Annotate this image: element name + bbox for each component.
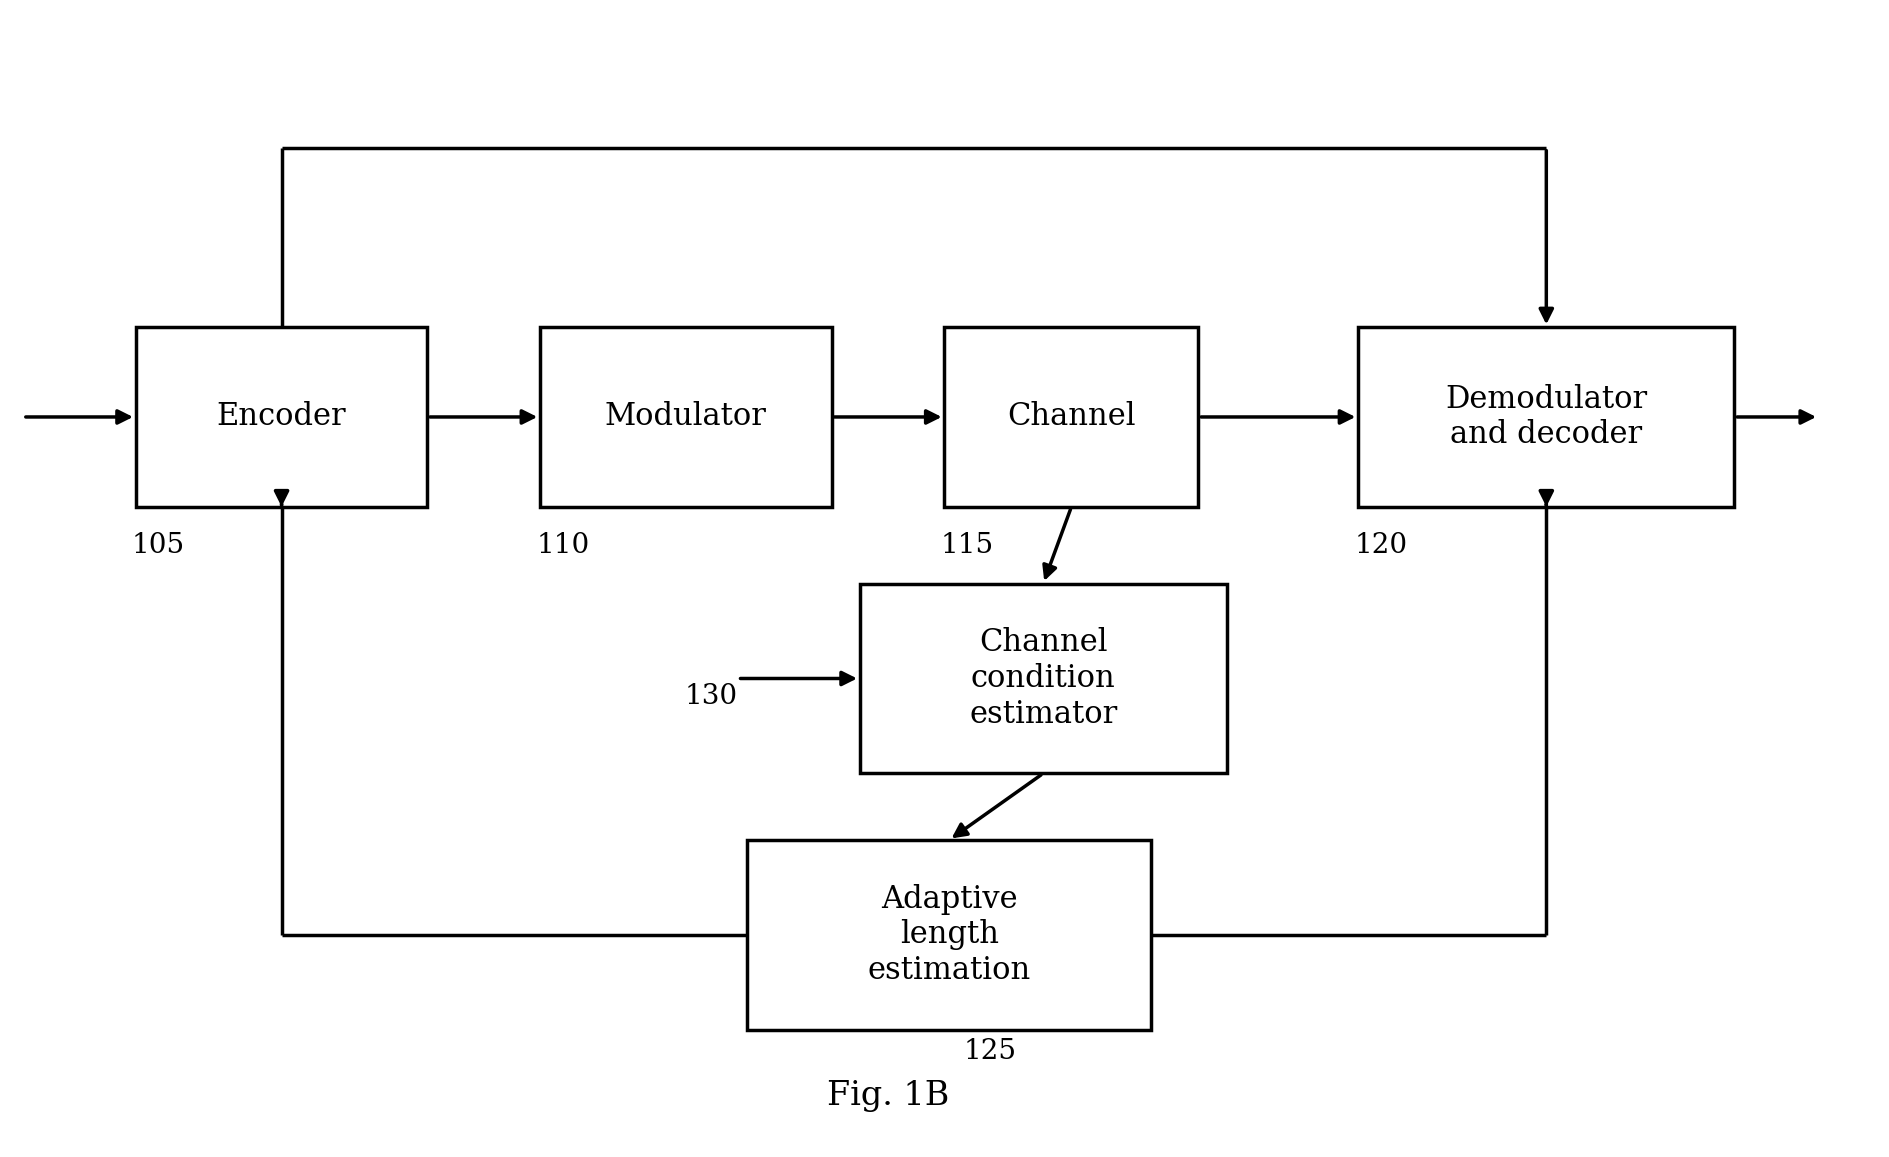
Text: 105: 105 [132, 532, 185, 559]
Bar [746, 840, 1152, 1030]
Text: Demodulator
and decoder: Demodulator and decoder [1445, 384, 1647, 450]
Text: 130: 130 [686, 683, 739, 710]
Bar [859, 583, 1226, 773]
Text: 120: 120 [1354, 532, 1407, 559]
Text: Encoder: Encoder [217, 401, 346, 433]
Bar [136, 327, 427, 507]
Text: Adaptive
length
estimation: Adaptive length estimation [867, 884, 1031, 986]
Text: 110: 110 [536, 532, 589, 559]
Text: 125: 125 [963, 1038, 1016, 1064]
Text: Channel
condition
estimator: Channel condition estimator [969, 627, 1118, 730]
Text: 115: 115 [941, 532, 994, 559]
Text: Channel: Channel [1007, 401, 1135, 433]
Bar [540, 327, 831, 507]
Text: Fig. 1B: Fig. 1B [827, 1079, 948, 1112]
Bar [1358, 327, 1734, 507]
Text: Modulator: Modulator [604, 401, 767, 433]
Bar [944, 327, 1198, 507]
